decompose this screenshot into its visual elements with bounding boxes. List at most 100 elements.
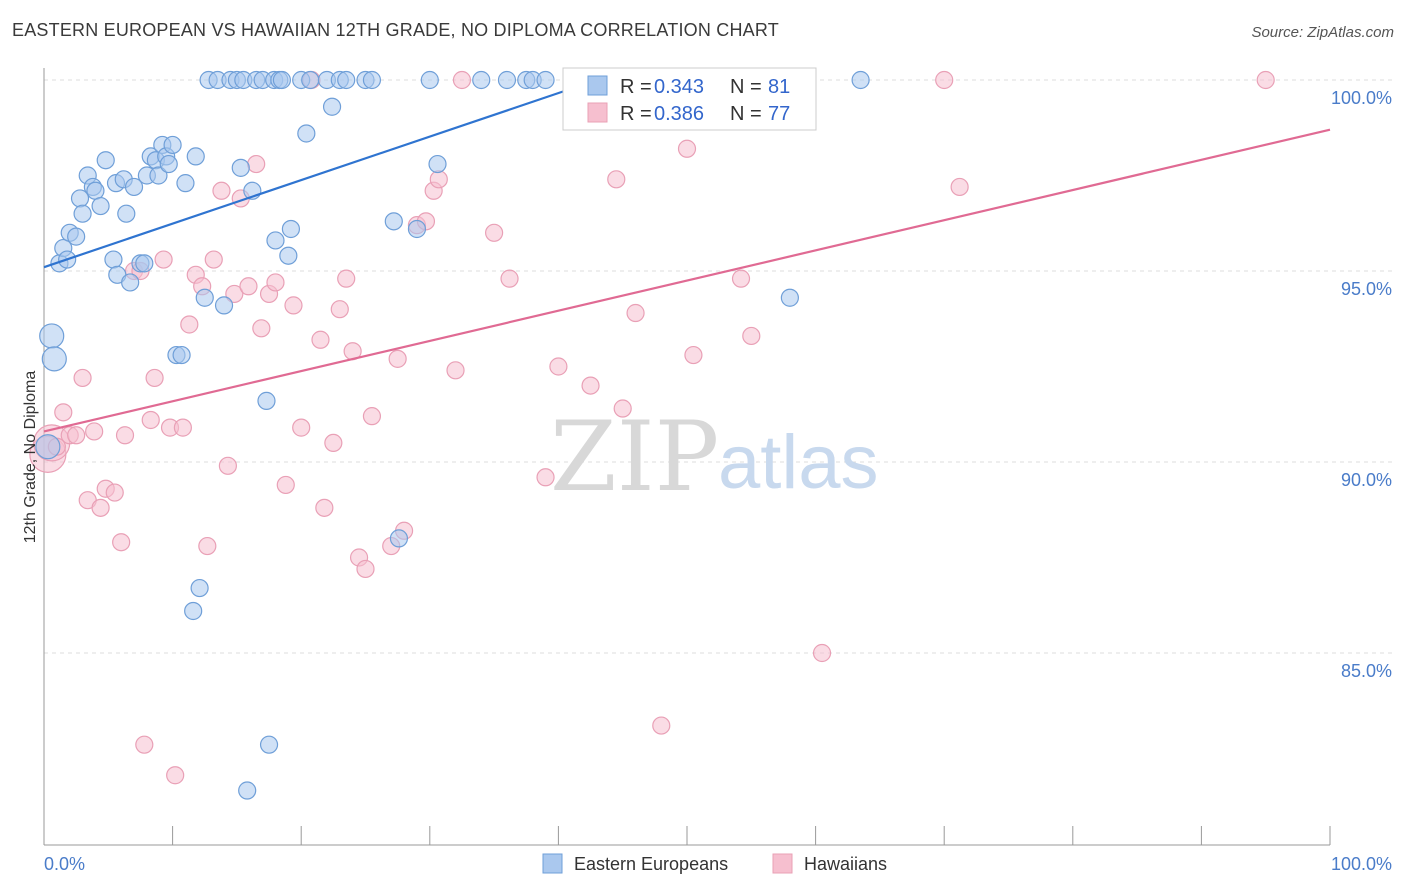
hawaiian-point (212, 181, 231, 200)
y-tick-labels: 85.0% 90.0% 95.0% 100.0% (1331, 88, 1392, 681)
hawaiian-point (731, 269, 751, 288)
eastern-european-point (104, 250, 123, 269)
watermark-atlas: atlas (718, 420, 879, 505)
eastern-european-point (73, 204, 92, 223)
bottom-legend-swatch-blue (542, 853, 563, 874)
eastern-european-point (190, 578, 209, 598)
hawaiian-point (173, 418, 192, 437)
hawaiian-point (324, 433, 343, 452)
hawaiian-point (452, 70, 472, 90)
watermark: ZIP atlas (550, 401, 879, 513)
eastern-european-point (91, 196, 110, 216)
eastern-european-point (780, 288, 799, 307)
hawaiian-point (677, 139, 697, 158)
hawaiian-point (684, 345, 703, 365)
hawaiian-point (239, 277, 258, 296)
hawaiian-point (141, 410, 160, 430)
hawaiian-point (85, 422, 104, 441)
eastern-european-point (259, 735, 279, 754)
eastern-european-point (389, 529, 409, 548)
hawaiian-point (337, 269, 356, 288)
hawaiian-point (145, 368, 164, 388)
hawaiian-point (626, 303, 645, 323)
eastern-european-point (337, 70, 356, 90)
legend-n-label-pink: N = (730, 103, 762, 125)
eastern-european-point (135, 254, 154, 273)
y-axis-label: 12th Grade, No Diploma (22, 371, 39, 544)
hawaiian-point (311, 330, 330, 349)
hawaiian-point (225, 284, 244, 304)
hawaiian-point (536, 468, 555, 487)
legend-r-label-blue: R = (620, 76, 652, 98)
legend-r-value-pink: 0.386 (654, 103, 704, 125)
eastern-european-point (231, 158, 250, 177)
hawaiian-point (362, 407, 382, 426)
hawaiians-points (29, 70, 1275, 785)
y-tick-label-95: 95.0% (1341, 279, 1392, 299)
hawaiian-point (73, 368, 92, 388)
hawaiian-point (292, 418, 311, 437)
hawaiian-point (284, 296, 303, 315)
eastern-european-point (172, 345, 191, 365)
y-tick-label-85: 85.0% (1341, 661, 1392, 681)
chart-title: EASTERN EUROPEAN VS HAWAIIAN 12TH GRADE,… (12, 20, 779, 40)
hawaiian-point (812, 643, 832, 663)
hawaiian-point (581, 376, 600, 395)
hawaiian-point (500, 269, 519, 288)
hawaiian-point (154, 250, 173, 269)
y-tick-label-100: 100.0% (1331, 88, 1392, 108)
eastern-european-point (41, 346, 67, 372)
hawaiian-point (204, 250, 223, 269)
legend-swatch-pink (587, 102, 608, 123)
legend-r-label-pink: R = (620, 103, 652, 125)
legend-box: R = 0.343 N = 81 R = 0.386 N = 77 (562, 67, 817, 131)
eastern-european-point (407, 219, 427, 239)
legend-n-value-blue: 81 (768, 76, 790, 98)
hawaiian-point (67, 426, 86, 445)
hawaiian-point (91, 498, 110, 517)
hawaiian-point (950, 177, 969, 197)
eastern-european-point (163, 135, 182, 155)
eastern-european-point (301, 70, 320, 90)
eastern-european-point (322, 97, 342, 116)
hawaiian-point (330, 300, 349, 319)
hawaiian-point (198, 536, 217, 556)
eastern-european-point (86, 181, 105, 200)
hawaiian-point (429, 170, 448, 189)
eastern-european-point (472, 70, 491, 90)
eastern-european-point (536, 70, 555, 90)
eastern-european-point (257, 391, 276, 410)
eastern-european-point (117, 204, 136, 223)
hawaiian-point (388, 349, 407, 368)
eastern-european-point (362, 70, 382, 90)
eastern-european-point (195, 288, 214, 307)
legend-r-value-blue: 0.343 (654, 76, 704, 98)
eastern-european-point (159, 154, 178, 174)
hawaiian-point (613, 399, 632, 418)
hawaiian-point (115, 426, 135, 445)
eastern-european-point (96, 151, 115, 170)
hawaiian-point (54, 403, 73, 422)
eastern-european-point (67, 227, 86, 246)
bottom-legend-label-blue: Eastern Europeans (574, 854, 728, 874)
hawaiian-point (446, 361, 465, 380)
eastern-european-point (214, 296, 234, 315)
hawaiian-point (607, 170, 626, 189)
eastern-european-point (297, 124, 316, 143)
eastern-european-point (384, 212, 403, 231)
eastern-european-point (124, 177, 144, 197)
hawaiian-point (485, 223, 504, 242)
hawaiian-point (1256, 70, 1275, 90)
hawaiian-point (266, 273, 285, 292)
hawaiian-point (356, 559, 375, 579)
eastern-european-point (184, 601, 203, 621)
hawaiian-point (112, 533, 131, 552)
bottom-legend: Eastern Europeans Hawaiians (542, 853, 887, 874)
x-ticks (172, 826, 1331, 845)
source-credit: Source: ZipAtlas.com (1251, 24, 1394, 41)
hawaiian-point (166, 766, 185, 785)
hawaiian-point (549, 357, 568, 376)
hawaiian-point (276, 475, 295, 495)
hawaiian-point (135, 735, 154, 754)
